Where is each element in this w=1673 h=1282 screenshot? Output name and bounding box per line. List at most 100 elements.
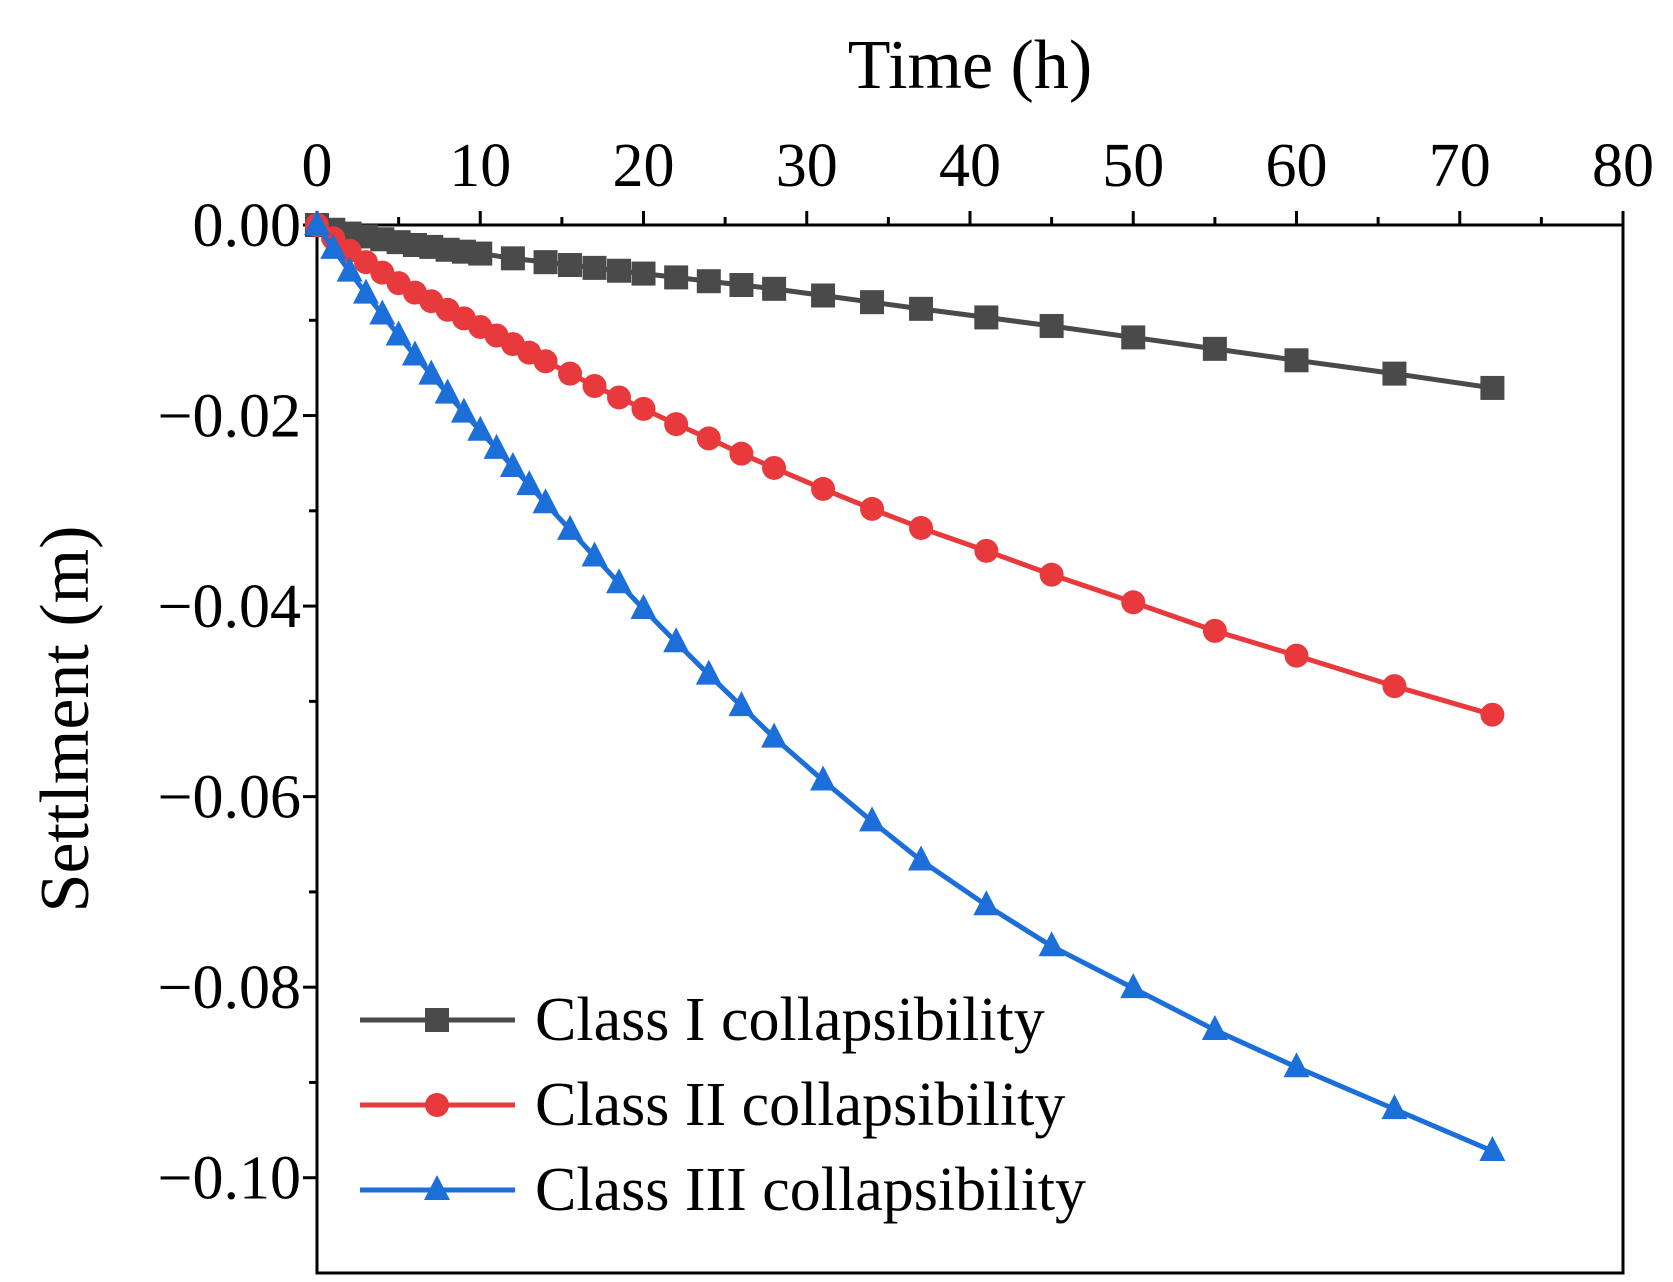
data-point [533, 349, 558, 374]
data-point [664, 412, 689, 437]
data-point [336, 256, 363, 282]
data-point [860, 496, 885, 521]
x-tick-label: 60 [1266, 132, 1328, 200]
x-axis-title: Time (h) [848, 27, 1092, 104]
y-axis-title: Settlment (m) [27, 526, 104, 913]
data-point [728, 691, 755, 717]
data-point [1382, 361, 1407, 386]
data-point [1283, 1052, 1310, 1078]
x-tick-label: 80 [1592, 132, 1654, 200]
data-point [909, 296, 934, 321]
data-point [369, 299, 396, 325]
y-tick-label: −0.04 [158, 573, 301, 641]
x-tick-label: 0 [302, 132, 333, 200]
data-point [1284, 643, 1309, 668]
x-tick-label: 70 [1429, 132, 1491, 200]
data-point [909, 515, 934, 540]
data-point [729, 273, 754, 298]
series-line [316, 222, 1493, 391]
x-tick-label: 20 [613, 132, 675, 200]
data-point [352, 278, 379, 304]
data-point [1381, 1094, 1408, 1120]
data-point [450, 397, 477, 423]
data-point [630, 593, 657, 619]
data-point [558, 253, 583, 278]
data-point [1479, 1136, 1506, 1162]
x-tick-label: 40 [939, 132, 1001, 200]
data-point [434, 378, 461, 404]
y-axis: 0.00 −0.02 −0.04 −0.06 −0.08 −0.10 [158, 192, 317, 1213]
legend-label: Class III collapsibility [535, 1156, 1086, 1224]
data-point [1120, 973, 1147, 999]
data-point [1480, 702, 1505, 727]
series-2 [305, 213, 1505, 727]
data-point [973, 890, 1000, 916]
data-point [304, 210, 330, 235]
x-tick-label: 30 [776, 132, 838, 200]
data-point [467, 415, 494, 441]
legend-label: Class I collapsibility [535, 986, 1045, 1054]
data-point [606, 568, 633, 594]
y-tick-label: −0.08 [158, 954, 301, 1022]
data-point [320, 233, 347, 259]
data-point [974, 305, 999, 330]
data-point [418, 359, 445, 385]
data-point [607, 258, 632, 283]
data-point [729, 441, 754, 466]
data-point [696, 426, 721, 451]
data-point [581, 541, 608, 567]
data-point [385, 320, 412, 346]
data-point [468, 241, 493, 266]
data-point [557, 514, 584, 540]
data-point [483, 433, 510, 459]
data-point [762, 276, 787, 301]
data-point [810, 765, 837, 791]
data-point [811, 476, 836, 501]
legend-item: Class I collapsibility [360, 986, 1045, 1054]
legend-marker [425, 1008, 449, 1032]
data-point [558, 361, 583, 386]
data-point [908, 845, 935, 871]
data-point [696, 269, 721, 294]
data-point [974, 538, 999, 563]
x-tick-label: 10 [449, 132, 511, 200]
data-point [1039, 313, 1064, 338]
legend-marker [424, 1175, 450, 1200]
data-point [761, 722, 788, 748]
series-line [315, 223, 1494, 718]
data-point [811, 283, 836, 308]
data-point [516, 470, 543, 496]
data-point [663, 627, 690, 653]
y-tick-label: −0.06 [158, 764, 301, 832]
y-tick-label: −0.10 [158, 1145, 301, 1213]
legend-item: Class III collapsibility [360, 1156, 1086, 1224]
data-point [1039, 562, 1064, 587]
x-axis: 0 10 20 30 40 50 60 70 80 [302, 132, 1654, 225]
data-point [631, 396, 656, 421]
x-tick-label: 50 [1102, 132, 1164, 200]
y-tick-label: 0.00 [193, 192, 302, 260]
data-point [1480, 375, 1505, 400]
data-point [1201, 1015, 1228, 1041]
data-point [532, 488, 559, 514]
data-point [1121, 590, 1146, 615]
data-point [664, 265, 689, 290]
data-point [582, 255, 607, 280]
legend-item: Class II collapsibility [360, 1071, 1065, 1139]
data-point [607, 385, 632, 410]
data-point [582, 374, 607, 399]
data-point [500, 246, 525, 271]
legend-marker [425, 1093, 449, 1117]
legend: Class I collapsibility Class II collapsib… [360, 986, 1086, 1224]
data-point [1202, 618, 1227, 643]
data-point [533, 250, 558, 275]
data-point [499, 451, 526, 477]
y-tick-label: −0.02 [158, 383, 301, 451]
data-point [1121, 325, 1146, 350]
series-3 [304, 210, 1506, 1162]
data-point [762, 455, 787, 480]
data-point [1284, 348, 1309, 373]
data-point [631, 261, 656, 286]
data-point [401, 340, 428, 366]
